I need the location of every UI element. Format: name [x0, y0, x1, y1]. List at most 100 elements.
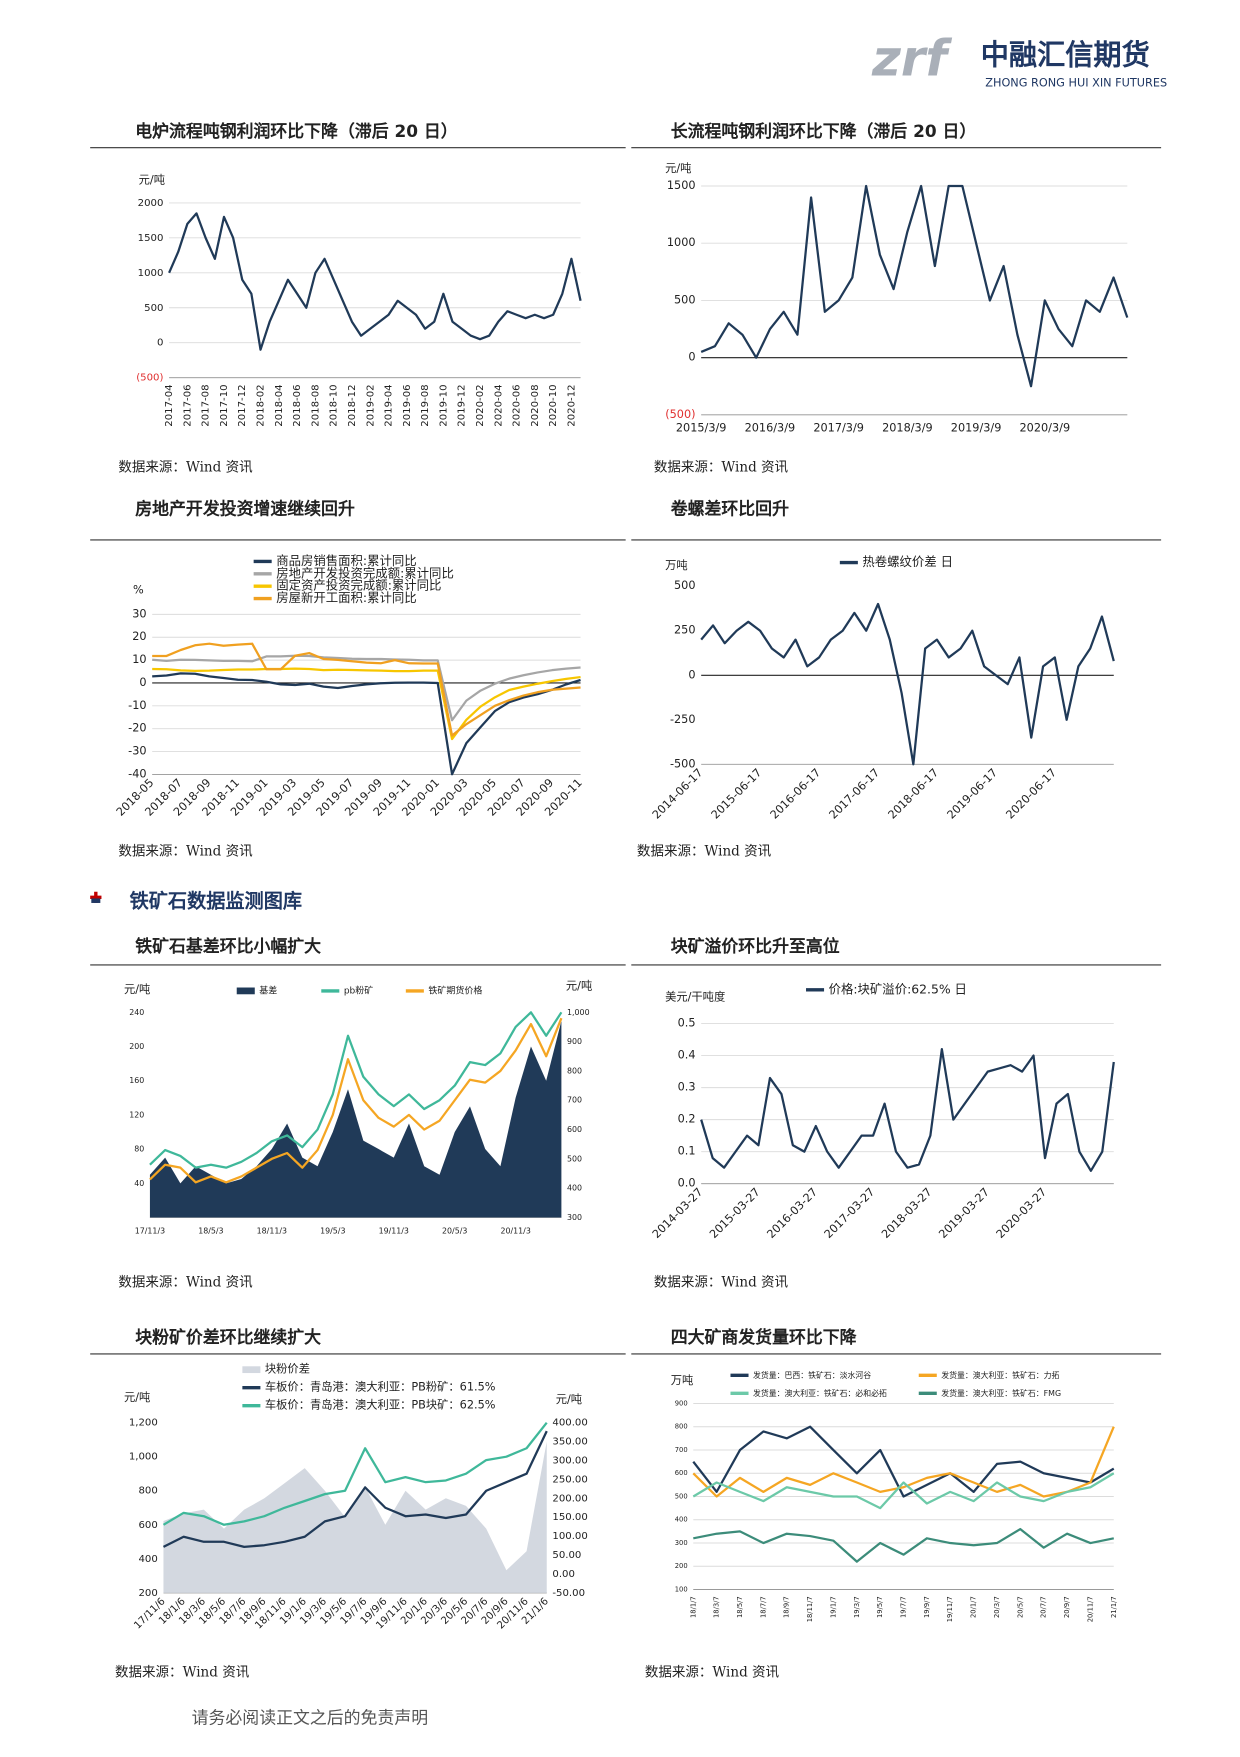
- x-tick-label: 2017-06-17: [827, 766, 882, 821]
- x-tick-label: 18/11/3: [257, 1227, 287, 1236]
- legend-swatch: [242, 1366, 261, 1374]
- logo-subtitle: ZHONG RONG HUI XIN FUTURES: [985, 76, 1167, 89]
- y-tick-label: 240: [129, 1008, 144, 1017]
- y-tick-label: 400: [675, 1516, 688, 1524]
- x-tick-label: 2014-06-17: [650, 766, 705, 821]
- y2-tick-label: 250.00: [552, 1474, 587, 1485]
- x-tick-label: 2020-12: [566, 384, 577, 426]
- y2-tick-label: 300: [567, 1213, 582, 1222]
- y-tick-label: 0.0: [678, 1177, 696, 1190]
- logo-mark: zrf: [871, 30, 952, 88]
- y-axis-unit: 万吨: [671, 1374, 694, 1387]
- y-tick-label: -30: [128, 745, 146, 758]
- y-tick-label: 500: [675, 1492, 688, 1500]
- chart: 万吨 100 200 300 400 500 600 700 800 900 18/1/7 18/3/…: [671, 1370, 1118, 1622]
- legend-swatch: [236, 987, 255, 995]
- y-tick-label: 160: [129, 1076, 144, 1085]
- line-series: [152, 654, 581, 722]
- line-series: [692, 1425, 1115, 1498]
- figure-source: 数据来源：Wind 资讯: [654, 1274, 789, 1290]
- area-series: [149, 1020, 562, 1218]
- y-tick-label: 0: [139, 676, 146, 689]
- x-tick-label: 19/9/7: [923, 1596, 931, 1618]
- figure-source: 数据来源：Wind 资讯: [637, 844, 772, 860]
- x-tick-label: 20/11/3: [500, 1227, 530, 1236]
- figure-title: 电炉流程吨钢利润环比下降（滞后 20 日）: [135, 121, 457, 141]
- y-tick-label: 500: [674, 579, 696, 592]
- y-axis-unit: 元/吨: [139, 173, 165, 186]
- logo-name: 中融汇信期货: [981, 38, 1150, 71]
- y2-tick-label: -50.00: [552, 1588, 585, 1599]
- x-tick-label: 2018-12: [347, 384, 358, 426]
- x-tick-label: 2018-02: [256, 384, 267, 426]
- legend-label: 车板价：青岛港：澳大利亚：PB粉矿：61.5%: [265, 1380, 496, 1394]
- figure-title: 房地产开发投资增速继续回升: [135, 499, 355, 519]
- x-tick-label: 18/7/7: [759, 1596, 767, 1618]
- y-tick-label: -10: [128, 699, 146, 712]
- figure-title: 块粉矿价差环比继续扩大: [135, 1327, 321, 1347]
- y-tick-label: 0.5: [678, 1017, 696, 1030]
- y-tick-label: (500): [665, 408, 695, 421]
- legend-label: pb粉矿: [344, 984, 373, 996]
- y-tick-label: 80: [134, 1145, 144, 1154]
- legend-label: 商品房销售面积:累计同比: [276, 553, 416, 568]
- x-tick-label: 2017-06: [182, 384, 193, 426]
- y2-tick-label: 300.00: [552, 1455, 587, 1466]
- x-tick-label: 2019-12: [457, 384, 468, 426]
- y-tick-label: 800: [675, 1423, 688, 1431]
- x-tick-label: 20/5/3: [442, 1227, 467, 1236]
- y2-tick-label: 800: [567, 1066, 582, 1075]
- x-tick-label: 2018/3/9: [882, 421, 933, 434]
- x-tick-label: 2018-08: [310, 384, 321, 426]
- y-tick-label: 1500: [667, 179, 696, 192]
- y-tick-label: 10: [132, 653, 146, 666]
- x-tick-label: 20/5/7: [1016, 1596, 1024, 1618]
- x-tick-label: 20/7/7: [1040, 1596, 1048, 1618]
- x-tick-label: 2019-03-27: [936, 1185, 991, 1240]
- x-tick-label: 2019-04: [384, 384, 395, 426]
- x-tick-label: 2017-08: [201, 384, 212, 426]
- y2-tick-label: 400: [567, 1184, 582, 1193]
- x-tick-label: 20/1/7: [970, 1596, 978, 1618]
- y-tick-label: 0: [688, 668, 695, 681]
- x-tick-label: 2017/3/9: [813, 421, 864, 434]
- y-tick-label: 600: [138, 1520, 157, 1531]
- section-title: 铁矿石数据监测图库: [130, 889, 302, 912]
- y-tick-label: 400: [138, 1554, 157, 1565]
- legend-label: 房屋新开工面积:累计同比: [276, 590, 416, 605]
- y-tick-label: 20: [132, 630, 146, 643]
- x-tick-label: 18/5/3: [198, 1227, 223, 1236]
- y2-tick-label: 600: [567, 1125, 582, 1134]
- y-tick-label: 1000: [138, 268, 164, 279]
- line-series: [149, 1017, 563, 1184]
- y2-tick-label: 700: [567, 1096, 582, 1105]
- chart: 元/吨 2000 1500 1000 500 0 (500)2017-04 2017-06 20…: [136, 173, 582, 427]
- x-tick-label: 18/11/7: [806, 1596, 814, 1622]
- x-tick-label: 2016-06-17: [768, 766, 823, 821]
- line-series: [162, 1421, 548, 1526]
- x-tick-label: 18/9/7: [783, 1596, 791, 1618]
- x-tick-label: 2017-04: [164, 384, 175, 426]
- y-tick-label: 0.1: [678, 1145, 696, 1158]
- x-tick-label: 2020-10: [548, 384, 559, 426]
- x-tick-label: 20/3/7: [993, 1596, 1001, 1618]
- x-tick-label: 2017-12: [237, 384, 248, 426]
- line-series: [700, 1048, 1115, 1172]
- y-tick-label: 40: [134, 1179, 144, 1188]
- legend-label: 热卷螺纹价差 日: [862, 554, 953, 569]
- y2-tick-label: 100.00: [552, 1531, 587, 1542]
- y-axis-unit: 元/吨: [665, 162, 691, 175]
- figure-title: 块矿溢价环比升至高位: [671, 936, 840, 956]
- x-tick-label: 2014-03-27: [650, 1185, 705, 1240]
- x-tick-label: 19/11/7: [946, 1596, 954, 1622]
- legend-label: 发货量：澳大利亚：铁矿石：力拓: [941, 1370, 1059, 1380]
- y-tick-label: 300: [675, 1539, 688, 1547]
- legend-label: 价格:块矿溢价:62.5% 日: [829, 981, 967, 996]
- x-tick-label: 2020-03-27: [994, 1185, 1049, 1240]
- y2-tick-label: 150.00: [552, 1512, 587, 1523]
- figure-source: 数据来源：Wind 资讯: [118, 1274, 253, 1290]
- figure-title: 四大矿商发货量环比下降: [671, 1327, 858, 1347]
- x-tick-label: 2019-02: [365, 384, 376, 426]
